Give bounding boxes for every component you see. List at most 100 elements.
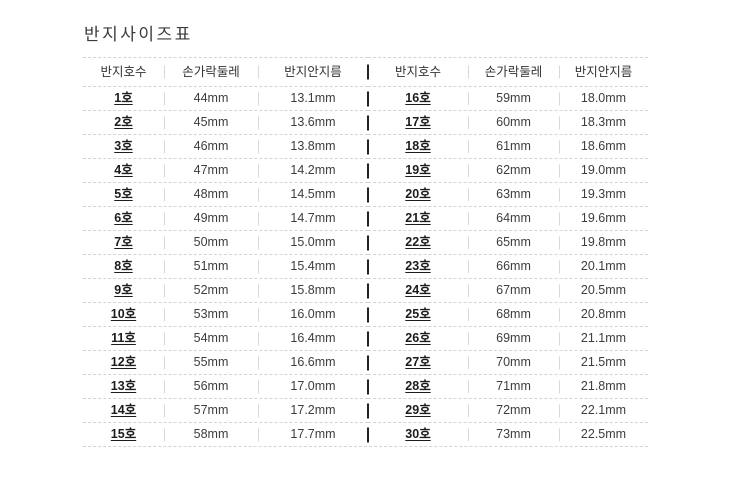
ring-size-cell: 17호	[368, 111, 468, 134]
circumference-cell: 67mm	[468, 279, 559, 302]
circumference-cell: 58mm	[164, 423, 258, 446]
diameter-cell: 13.6mm	[258, 111, 368, 134]
ring-size-cell: 21호	[368, 207, 468, 230]
table-row: 14호 57mm 17.2mm	[83, 398, 368, 422]
ring-size-cell: 30호	[368, 423, 468, 446]
table-row: 16호 59mm 18.0mm	[368, 86, 648, 110]
ring-size-cell: 10호	[110, 307, 137, 322]
table-row: 12호 55mm 16.6mm	[83, 350, 368, 374]
diameter-cell: 18.3mm	[559, 111, 648, 134]
circumference-cell: 62mm	[468, 159, 559, 182]
table-row: 9호 52mm 15.8mm	[83, 278, 368, 302]
column-header-diameter: 반지안지름	[559, 58, 648, 86]
circumference-cell: 47mm	[164, 159, 258, 182]
circumference-cell: 61mm	[468, 135, 559, 158]
table-row: 26호 69mm 21.1mm	[368, 326, 648, 350]
diameter-cell: 19.6mm	[559, 207, 648, 230]
diameter-cell: 20.1mm	[559, 255, 648, 278]
diameter-cell: 14.7mm	[258, 207, 368, 230]
ring-size-cell: 28호	[368, 375, 468, 398]
ring-size-cell: 3호	[114, 139, 133, 154]
diameter-cell: 21.5mm	[559, 351, 648, 374]
ring-size-cell: 24호	[368, 279, 468, 302]
ring-size-cell: 15호	[110, 427, 137, 442]
circumference-cell: 55mm	[164, 351, 258, 374]
table-row: 10호 53mm 16.0mm	[83, 302, 368, 326]
circumference-cell: 70mm	[468, 351, 559, 374]
ring-size-cell: 23호	[368, 255, 468, 278]
column-header-diameter: 반지안지름	[258, 58, 368, 86]
table-row: 4호 47mm 14.2mm	[83, 158, 368, 182]
ring-size-cell: 14호	[110, 403, 137, 418]
ring-size-cell: 5호	[114, 187, 133, 202]
ring-size-cell: 2호	[114, 115, 133, 130]
table-row: 13호 56mm 17.0mm	[83, 374, 368, 398]
table-row: 11호 54mm 16.4mm	[83, 326, 368, 350]
circumference-cell: 63mm	[468, 183, 559, 206]
circumference-cell: 46mm	[164, 135, 258, 158]
column-header-ring-size: 반지호수	[100, 64, 147, 79]
ring-size-cell: 1호	[114, 91, 133, 106]
diameter-cell: 14.2mm	[258, 159, 368, 182]
circumference-cell: 59mm	[468, 87, 559, 110]
table-row: 2호 45mm 13.6mm	[83, 110, 368, 134]
table-row: 7호 50mm 15.0mm	[83, 230, 368, 254]
ring-size-chart: 반지호수 손가락둘레 반지안지름 1호 44mm 13.1mm 2호 45mm 13.6mm 3호…	[83, 57, 648, 447]
table-row: 19호 62mm 19.0mm	[368, 158, 648, 182]
ring-size-cell: 7호	[114, 235, 133, 250]
ring-size-cell: 27호	[368, 351, 468, 374]
ring-size-table-right: 반지호수 손가락둘레 반지안지름 16호 59mm 18.0mm 17호 60mm 18.3mm…	[368, 57, 648, 446]
diameter-cell: 13.8mm	[258, 135, 368, 158]
page-title: 반지사이즈표	[84, 25, 193, 44]
circumference-cell: 57mm	[164, 399, 258, 422]
circumference-cell: 64mm	[468, 207, 559, 230]
circumference-cell: 52mm	[164, 279, 258, 302]
table-row: 27호 70mm 21.5mm	[368, 350, 648, 374]
circumference-cell: 50mm	[164, 231, 258, 254]
ring-size-cell: 20호	[368, 183, 468, 206]
ring-size-cell: 19호	[368, 159, 468, 182]
ring-size-cell: 8호	[114, 259, 133, 274]
diameter-cell: 17.2mm	[258, 399, 368, 422]
circumference-cell: 56mm	[164, 375, 258, 398]
circumference-cell: 51mm	[164, 255, 258, 278]
ring-size-cell: 12호	[110, 355, 137, 370]
table-row: 24호 67mm 20.5mm	[368, 278, 648, 302]
circumference-cell: 65mm	[468, 231, 559, 254]
circumference-cell: 60mm	[468, 111, 559, 134]
table-row: 8호 51mm 15.4mm	[83, 254, 368, 278]
diameter-cell: 15.8mm	[258, 279, 368, 302]
table-row: 17호 60mm 18.3mm	[368, 110, 648, 134]
circumference-cell: 45mm	[164, 111, 258, 134]
table-row: 6호 49mm 14.7mm	[83, 206, 368, 230]
circumference-cell: 53mm	[164, 303, 258, 326]
column-header-ring-size: 반지호수	[368, 58, 468, 86]
diameter-cell: 20.8mm	[559, 303, 648, 326]
ring-size-cell: 22호	[368, 231, 468, 254]
diameter-cell: 16.0mm	[258, 303, 368, 326]
ring-size-cell: 26호	[368, 327, 468, 350]
circumference-cell: 49mm	[164, 207, 258, 230]
table-row: 28호 71mm 21.8mm	[368, 374, 648, 398]
ring-size-cell: 9호	[114, 283, 133, 298]
circumference-cell: 71mm	[468, 375, 559, 398]
diameter-cell: 22.5mm	[559, 423, 648, 446]
table-row: 30호 73mm 22.5mm	[368, 422, 648, 446]
diameter-cell: 19.3mm	[559, 183, 648, 206]
header-row: 반지호수 손가락둘레 반지안지름	[83, 57, 368, 86]
header-row: 반지호수 손가락둘레 반지안지름	[368, 57, 648, 86]
diameter-cell: 21.1mm	[559, 327, 648, 350]
diameter-cell: 19.0mm	[559, 159, 648, 182]
column-header-circumference: 손가락둘레	[164, 58, 258, 86]
diameter-cell: 21.8mm	[559, 375, 648, 398]
table-row: 5호 48mm 14.5mm	[83, 182, 368, 206]
ring-size-cell: 18호	[368, 135, 468, 158]
diameter-cell: 17.7mm	[258, 423, 368, 446]
ring-size-cell: 16호	[368, 87, 468, 110]
table-row: 3호 46mm 13.8mm	[83, 134, 368, 158]
diameter-cell: 22.1mm	[559, 399, 648, 422]
diameter-cell: 20.5mm	[559, 279, 648, 302]
circumference-cell: 69mm	[468, 327, 559, 350]
diameter-cell: 16.4mm	[258, 327, 368, 350]
table-row: 22호 65mm 19.8mm	[368, 230, 648, 254]
